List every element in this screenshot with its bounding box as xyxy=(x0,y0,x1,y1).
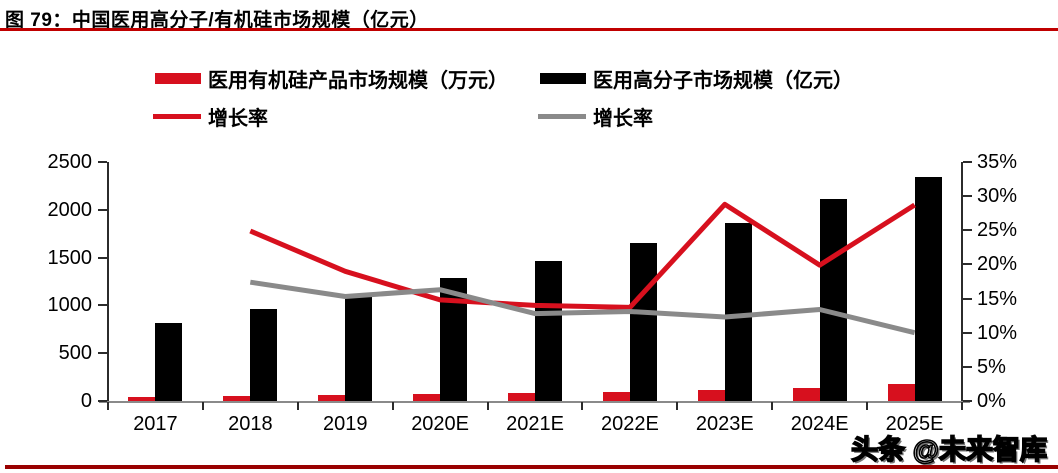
bar-silicone-market xyxy=(887,384,915,401)
bar-polymer-market xyxy=(535,261,562,401)
watermark: 头条 @未来智库 xyxy=(850,434,1047,466)
legend-label: 医用有机硅产品市场规模（万元） xyxy=(208,69,508,92)
y-axis-left-tick xyxy=(98,256,107,259)
x-axis-label: 2019 xyxy=(322,413,368,435)
legend-item-silicone-bar: 医用有机硅产品市场规模（万元） xyxy=(155,64,508,92)
x-axis-label: 2018 xyxy=(228,413,273,435)
bar-polymer-market xyxy=(250,309,278,401)
bar-silicone-market xyxy=(128,397,156,401)
y-axis-right-label: 5% xyxy=(977,355,1006,378)
bar-silicone-market xyxy=(318,395,346,401)
bar-polymer-market xyxy=(914,177,942,401)
title-underline xyxy=(0,28,1058,31)
y-axis-right-tick xyxy=(963,161,972,163)
legend-item-polymer-bar: 医用高分子市场规模（亿元） xyxy=(540,64,853,92)
bar-silicone-market xyxy=(223,396,251,401)
legend-label: 增长率 xyxy=(593,107,653,130)
x-axis-tick xyxy=(581,402,584,410)
bar-polymer-market xyxy=(155,322,183,401)
x-axis-line xyxy=(99,401,970,403)
y-axis-right-tick xyxy=(963,229,972,232)
x-axis-label: 2025E xyxy=(885,413,944,435)
y-axis-left-label: 1000 xyxy=(47,294,93,317)
red-bar-swatch xyxy=(155,72,201,84)
y-axis-left-tick xyxy=(98,161,107,163)
y-axis-left-label: 2000 xyxy=(47,198,93,221)
legend-item-silicone-growth: 增长率 xyxy=(153,102,268,130)
bar-polymer-market xyxy=(629,243,657,401)
y-axis-right-tick xyxy=(963,297,972,300)
bar-polymer-market xyxy=(819,199,847,401)
red-line-swatch xyxy=(153,113,201,119)
x-axis-tick xyxy=(486,402,489,410)
bottom-rule xyxy=(5,465,1058,469)
y-axis-right-label: 15% xyxy=(977,287,1018,310)
y-axis-right-label: 0% xyxy=(977,390,1006,412)
silicone-growth-line xyxy=(249,201,916,310)
bar-silicone-market xyxy=(508,393,535,401)
x-axis-tick xyxy=(771,402,774,410)
x-axis-label: 2020E xyxy=(411,413,470,435)
x-axis-tick xyxy=(866,402,869,410)
y-axis-right-tick xyxy=(963,195,972,198)
bar-silicone-market xyxy=(602,392,630,401)
y-axis-left-label: 0 xyxy=(80,390,92,412)
y-axis-left-label: 500 xyxy=(58,342,92,365)
y-axis-right-label: 30% xyxy=(977,185,1018,208)
bar-polymer-market xyxy=(345,295,373,401)
black-bar-swatch xyxy=(540,72,586,84)
y-axis-right-tick xyxy=(963,400,972,402)
y-axis-right-label: 35% xyxy=(977,151,1018,173)
y-axis-left-line xyxy=(107,162,109,408)
y-axis-left-tick xyxy=(98,352,107,355)
bar-silicone-market xyxy=(413,394,441,401)
bar-silicone-market xyxy=(697,390,725,401)
legend-label: 医用高分子市场规模（亿元） xyxy=(593,69,853,92)
gray-line-swatch xyxy=(538,113,586,119)
y-axis-right-line xyxy=(961,162,963,408)
y-axis-right-label: 10% xyxy=(977,321,1018,344)
bar-silicone-market xyxy=(792,387,820,401)
y-axis-right-label: 20% xyxy=(977,253,1018,276)
x-axis-tick xyxy=(961,402,963,410)
y-axis-right-tick xyxy=(963,263,972,266)
x-axis-label: 2024E xyxy=(790,413,849,435)
x-axis-tick xyxy=(676,402,679,410)
figure-title: 图 79：中国医用高分子/有机硅市场规模（亿元） xyxy=(5,10,429,31)
y-axis-left-tick xyxy=(98,208,107,211)
y-axis-right-tick xyxy=(963,331,972,334)
y-axis-right-tick xyxy=(963,365,972,368)
y-axis-left-label: 2500 xyxy=(47,151,93,173)
x-axis-label: 2022E xyxy=(600,413,659,435)
x-axis-tick xyxy=(201,402,204,410)
bar-polymer-market xyxy=(724,223,752,401)
x-axis-tick xyxy=(296,402,299,410)
legend-label: 增长率 xyxy=(208,107,268,130)
y-axis-right-label: 25% xyxy=(977,219,1018,242)
x-axis-tick xyxy=(391,402,394,410)
x-axis-label: 2021E xyxy=(506,413,564,435)
x-axis-label: 2017 xyxy=(133,413,178,435)
x-axis-tick xyxy=(107,402,109,410)
y-axis-left-tick xyxy=(98,400,107,402)
y-axis-left-label: 1500 xyxy=(47,246,93,269)
x-axis-label: 2023E xyxy=(695,413,754,435)
legend-item-polymer-growth: 增长率 xyxy=(538,102,653,130)
y-axis-left-tick xyxy=(98,304,107,307)
polymer-growth-line xyxy=(249,279,916,336)
